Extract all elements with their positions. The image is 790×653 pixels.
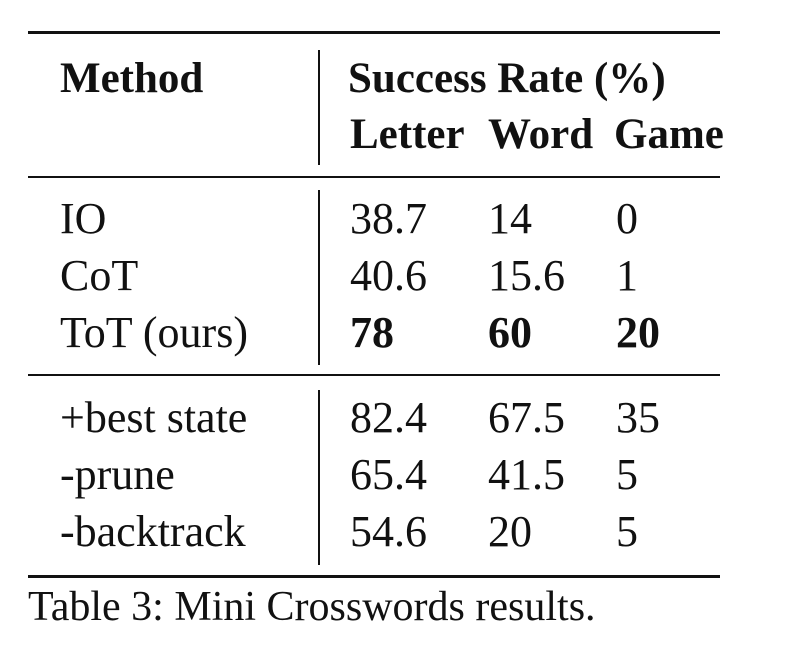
- row-game: 1: [616, 251, 638, 300]
- top-rule: [28, 31, 720, 34]
- row-method: -backtrack: [60, 507, 246, 556]
- row-letter: 54.6: [350, 507, 427, 556]
- row-game: 0: [616, 194, 638, 243]
- row-word: 15.6: [488, 251, 565, 300]
- row-method: -prune: [60, 450, 175, 499]
- header-word: Word: [488, 111, 594, 158]
- header-game: Game: [614, 111, 724, 158]
- row-method: IO: [60, 194, 107, 243]
- row-letter-best: 78: [350, 308, 394, 357]
- bottom-rule: [28, 575, 720, 578]
- row-letter: 40.6: [350, 251, 427, 300]
- row-method: CoT: [60, 251, 139, 300]
- row-game: 5: [616, 450, 638, 499]
- row-method: ToT (ours): [60, 308, 248, 357]
- row-word: 20: [488, 507, 532, 556]
- row-word: 41.5: [488, 450, 565, 499]
- row-game: 5: [616, 507, 638, 556]
- row-word: 67.5: [488, 393, 565, 442]
- row-word: 14: [488, 194, 532, 243]
- row-word-best: 60: [488, 308, 532, 357]
- row-letter: 82.4: [350, 393, 427, 442]
- table-caption: Table 3: Mini Crosswords results.: [28, 584, 596, 630]
- row-game: 35: [616, 393, 660, 442]
- header-success-rate: Success Rate (%): [348, 55, 666, 102]
- row-letter: 38.7: [350, 194, 427, 243]
- column-divider: [318, 190, 320, 365]
- header-method: Method: [60, 55, 204, 102]
- section-rule: [28, 374, 720, 376]
- row-letter: 65.4: [350, 450, 427, 499]
- row-method: +best state: [60, 393, 248, 442]
- column-divider: [318, 390, 320, 565]
- column-divider: [318, 50, 320, 165]
- header-letter: Letter: [350, 111, 465, 158]
- row-game-best: 20: [616, 308, 660, 357]
- header-rule: [28, 176, 720, 178]
